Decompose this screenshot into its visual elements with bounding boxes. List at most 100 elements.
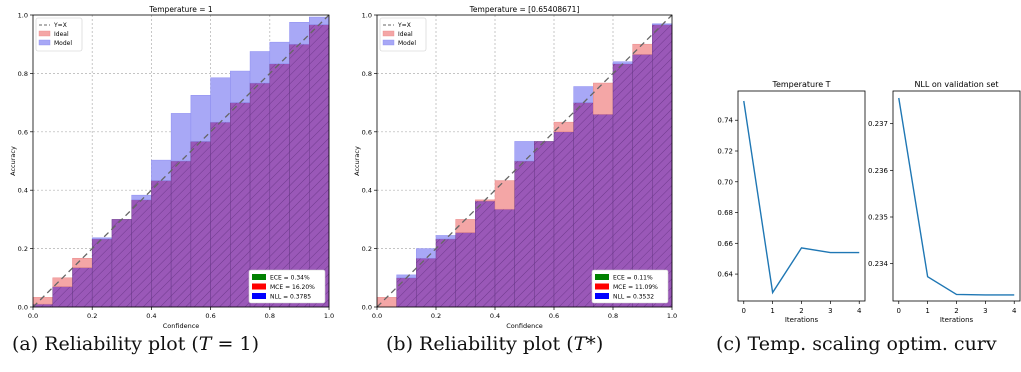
overlap-hatch xyxy=(309,24,329,308)
y-tick-label: 0.4 xyxy=(362,187,372,195)
metric-swatch xyxy=(595,283,609,290)
metric-swatch xyxy=(252,274,266,280)
metrics-box xyxy=(591,269,669,304)
legend: Y=X Ideal Model xyxy=(35,17,83,52)
x-tick-label: 1 xyxy=(770,307,774,315)
model-bar xyxy=(91,237,113,240)
ideal-bar xyxy=(494,180,515,210)
metric-label: NLL = 0.3532 xyxy=(613,294,654,301)
overlap-hatch xyxy=(171,161,191,307)
series-line xyxy=(898,97,1015,296)
y-axis-label: Accuracy xyxy=(9,146,17,176)
x-tick-label: 1 xyxy=(925,307,929,315)
overlap-hatch xyxy=(652,24,672,308)
metric-label: ECE = 0.11% xyxy=(613,275,653,282)
metrics-box xyxy=(248,269,326,304)
x-axis-label: Iterations xyxy=(940,316,974,324)
x-tick-label: 1.0 xyxy=(324,312,334,320)
overlap-hatch xyxy=(573,102,594,307)
y-tick-label: 0.74 xyxy=(717,117,733,125)
x-tick-label: 2 xyxy=(954,307,958,315)
caption-a: (a) Reliability plot (T = 1) xyxy=(12,333,259,355)
model-bar xyxy=(435,235,456,240)
x-tick-label: 0.0 xyxy=(28,312,38,320)
overlap-hatch xyxy=(210,122,231,307)
overlap-hatch xyxy=(593,114,613,307)
legend-ideal-label: Ideal xyxy=(54,31,69,38)
series-line xyxy=(743,100,860,295)
y-tick-label: 0.70 xyxy=(717,178,733,186)
metric-swatch xyxy=(595,293,609,299)
x-tick-label: 1.0 xyxy=(667,312,677,320)
chart-title: Temperature T xyxy=(771,80,830,89)
overlap-hatch xyxy=(190,141,211,307)
legend-diag-label: Y=X xyxy=(53,22,67,29)
x-tick-label: 0.2 xyxy=(431,312,441,320)
axes-frame xyxy=(892,90,1021,302)
model-bar xyxy=(573,86,594,103)
y-tick-label: 0.2 xyxy=(362,245,372,253)
chart-title: NLL on validation set xyxy=(914,80,998,89)
legend-model-label: Model xyxy=(54,40,72,47)
ideal-bar xyxy=(376,297,397,308)
overlap-hatch xyxy=(455,232,476,307)
overlap-hatch xyxy=(131,199,152,307)
model-bar xyxy=(514,141,535,162)
overlap-hatch xyxy=(514,161,535,307)
overlap-hatch xyxy=(613,63,633,307)
model-bar xyxy=(416,248,437,259)
x-tick-label: 0.4 xyxy=(146,312,156,320)
x-tick-label: 0 xyxy=(742,307,746,315)
temperature-curve: 0 1 2 3 4 0.64 0.66 0.68 0.70 0.72 0.74 Temperature… xyxy=(717,80,866,324)
legend-model-swatch xyxy=(382,39,395,46)
metric-swatch xyxy=(252,283,266,290)
nll-curve: 0 1 2 3 4 0.234 0.235 0.236 0.237 NLL on validati… xyxy=(868,80,1021,324)
model-bar xyxy=(249,51,271,84)
x-tick-label: 0.4 xyxy=(490,312,500,320)
x-tick-label: 0.6 xyxy=(549,312,559,320)
y-tick-label: 0.0 xyxy=(18,304,28,312)
model-bar xyxy=(230,70,251,103)
y-tick-label: 0.4 xyxy=(18,187,28,195)
overlap-hatch xyxy=(396,277,417,307)
legend-ideal-swatch xyxy=(38,30,51,37)
overlap-hatch xyxy=(534,141,554,307)
metric-label: NLL = 0.3785 xyxy=(270,294,311,301)
y-tick-label: 1.0 xyxy=(362,12,372,20)
overlap-hatch xyxy=(475,201,495,307)
x-tick-label: 3 xyxy=(828,307,832,315)
x-tick-label: 0.2 xyxy=(87,312,97,320)
y-tick-label: 0.68 xyxy=(717,209,733,217)
ideal-bar xyxy=(593,82,614,115)
x-tick-label: 3 xyxy=(983,307,987,315)
overlap-hatch xyxy=(92,238,112,307)
legend-ideal-label: Ideal xyxy=(398,31,413,38)
overlap-hatch xyxy=(111,219,132,307)
x-tick-label: 0.8 xyxy=(608,312,618,320)
metric-label: MCE = 16.20% xyxy=(270,284,315,291)
x-tick-label: 0.0 xyxy=(372,312,382,320)
model-bar xyxy=(151,159,172,181)
legend-model-swatch xyxy=(38,39,51,46)
ideal-bar xyxy=(72,257,93,268)
overlap-hatch xyxy=(269,63,290,307)
y-tick-label: 0.234 xyxy=(868,260,889,268)
reliability-plot-tstar: 0.0 0.2 0.4 0.6 0.8 1.0 0.0 0.2 0.4 0.6 0.8 1.0 Temp… xyxy=(353,5,677,330)
caption-b: (b) Reliability plot (T*) xyxy=(386,333,604,355)
y-tick-label: 0.64 xyxy=(717,271,733,279)
x-tick-label: 0.8 xyxy=(265,312,275,320)
overlap-hatch xyxy=(289,44,310,307)
x-tick-label: 4 xyxy=(857,307,862,315)
y-tick-label: 0.237 xyxy=(868,120,888,128)
model-bar xyxy=(170,113,192,162)
y-tick-label: 0.2 xyxy=(18,245,28,253)
chart-title: Temperature = 1 xyxy=(148,5,213,14)
x-tick-label: 4 xyxy=(1012,307,1017,315)
overlap-hatch xyxy=(416,258,436,307)
chart-title: Temperature = [0.65408671] xyxy=(469,5,580,14)
x-axis-label: Confidence xyxy=(506,322,543,330)
legend-diag-label: Y=X xyxy=(397,22,411,29)
reliability-plot-t1: 0.0 0.2 0.4 0.6 0.8 1.0 0.0 0.2 0.4 0.6 0.8 1.0 Temp… xyxy=(9,5,334,330)
axes-frame xyxy=(32,14,330,308)
